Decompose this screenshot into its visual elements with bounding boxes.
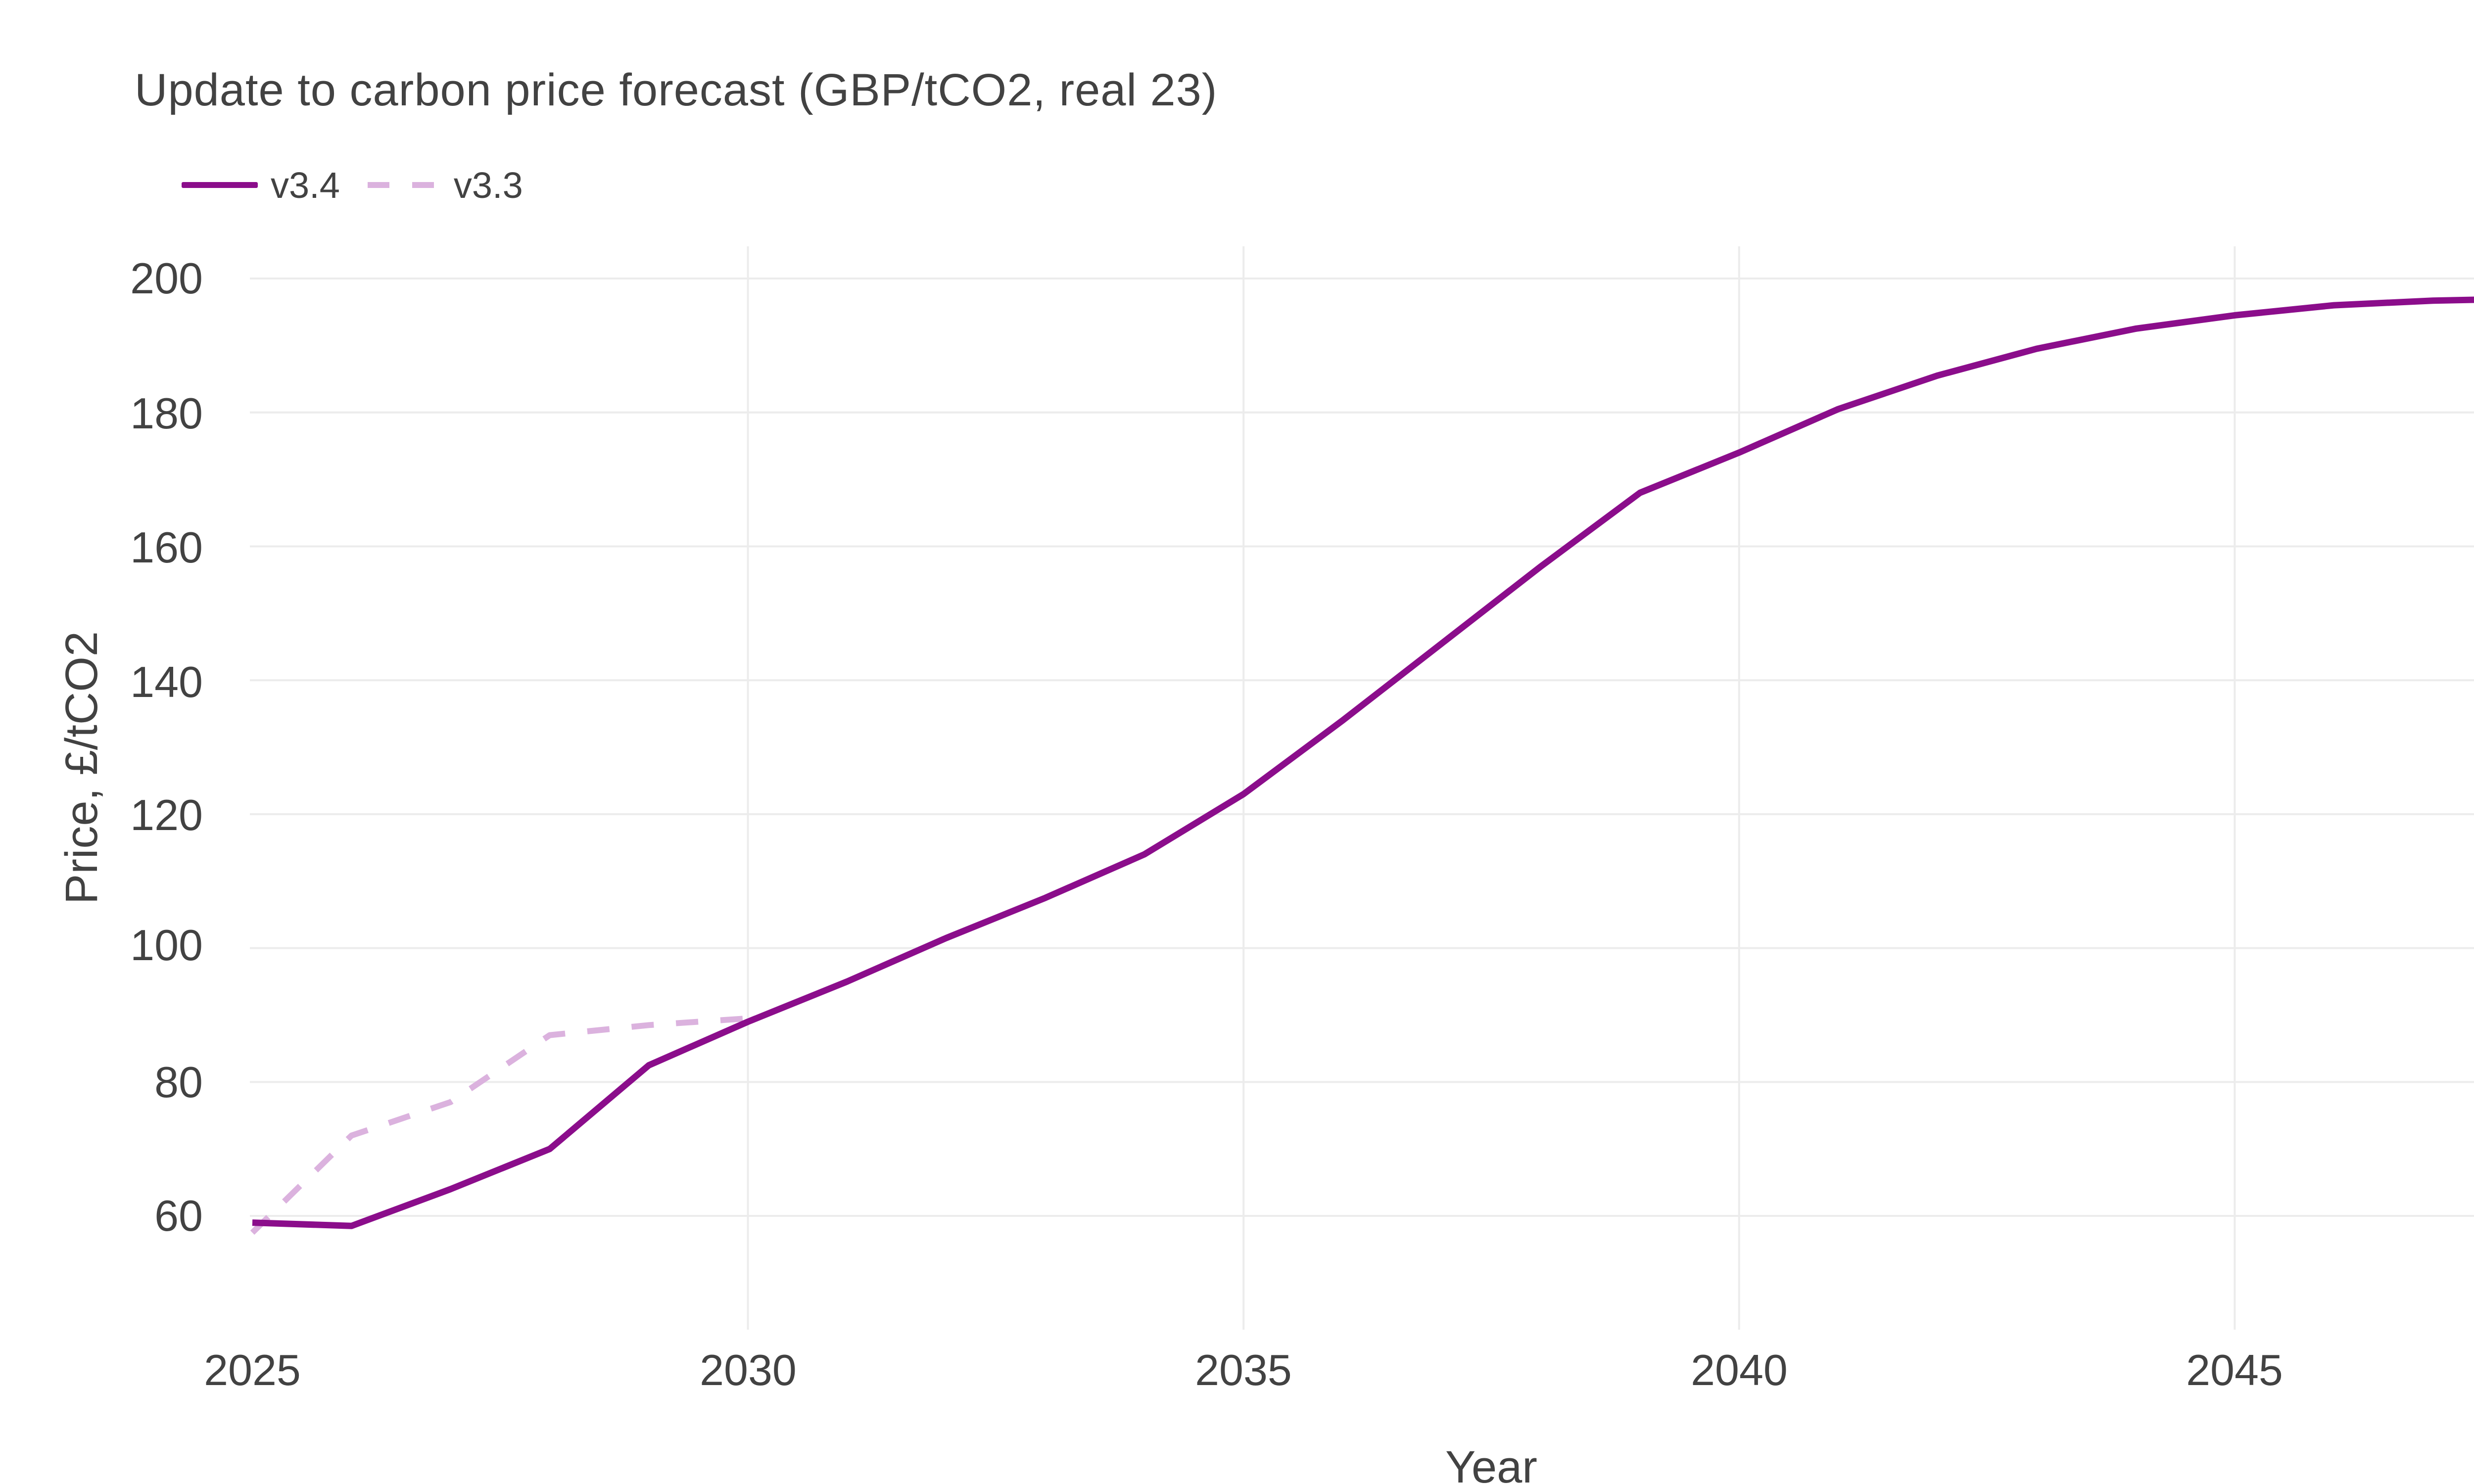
y-tick-200: 200 bbox=[130, 254, 203, 303]
chart-title: Update to carbon price forecast (GBP/tCO… bbox=[135, 65, 1218, 115]
legend-label-v34[interactable]: v3.4 bbox=[271, 164, 340, 206]
y-tick-180: 180 bbox=[130, 389, 203, 438]
y-tick-80: 80 bbox=[154, 1058, 203, 1107]
x-tick-2025: 2025 bbox=[204, 1345, 301, 1394]
x-tick-2040: 2040 bbox=[1691, 1345, 1788, 1394]
v3.3-line[interactable] bbox=[250, 1015, 749, 1235]
legend: v3.4 v3.3 bbox=[182, 164, 523, 206]
y-tick-160: 160 bbox=[130, 523, 203, 572]
v-gridlines bbox=[747, 246, 2236, 1330]
legend-solid-line-swatch[interactable] bbox=[182, 182, 258, 188]
y-axis-title: Price, £/tCO2 bbox=[56, 631, 107, 905]
legend-label-v33[interactable]: v3.3 bbox=[453, 164, 523, 206]
y-tick-100: 100 bbox=[130, 921, 203, 970]
y-tick-120: 120 bbox=[130, 790, 203, 839]
y-tick-140: 140 bbox=[130, 657, 203, 706]
legend-dashed-line-swatch[interactable] bbox=[367, 182, 434, 188]
x-tick-2035: 2035 bbox=[1195, 1345, 1292, 1394]
series-lines bbox=[250, 296, 2474, 1235]
x-tick-2030: 2030 bbox=[700, 1345, 797, 1394]
v3.4-line[interactable] bbox=[252, 296, 2474, 1229]
h-gridlines bbox=[250, 278, 2474, 1217]
y-tick-60: 60 bbox=[154, 1191, 203, 1240]
x-axis-title: Year bbox=[1445, 1442, 1537, 1484]
x-tick-2045: 2045 bbox=[2186, 1345, 2283, 1394]
